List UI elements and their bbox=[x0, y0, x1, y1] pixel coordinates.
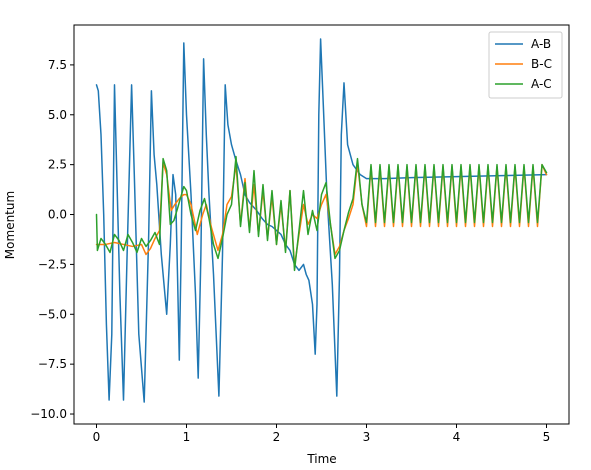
x-tick-label: 4 bbox=[453, 430, 461, 444]
x-tick-label: 3 bbox=[363, 430, 371, 444]
legend-label-b-c: B-C bbox=[531, 57, 552, 71]
x-axis-label: Time bbox=[306, 452, 336, 466]
y-tick-label: 0.0 bbox=[48, 208, 67, 222]
legend-label-a-c: A-C bbox=[531, 77, 552, 91]
x-tick-label: 2 bbox=[273, 430, 281, 444]
x-tick-label: 0 bbox=[93, 430, 101, 444]
x-axis-ticks: 0 1 2 3 4 5 bbox=[93, 424, 551, 444]
y-tick-label: −2.5 bbox=[38, 257, 67, 271]
legend-box bbox=[488, 31, 563, 99]
legend-label-a-b: A-B bbox=[531, 37, 551, 51]
legend: A-B B-C A-C bbox=[488, 31, 563, 99]
series-line-a-c bbox=[95, 155, 548, 272]
y-axis-ticks: −10.0 −7.5 −5.0 −2.5 0.0 2.5 5.0 7.5 bbox=[30, 58, 74, 421]
y-tick-label: −10.0 bbox=[30, 407, 67, 421]
y-tick-label: 2.5 bbox=[48, 158, 67, 172]
series-line-a-b bbox=[95, 38, 548, 403]
y-tick-label: −7.5 bbox=[38, 357, 67, 371]
plot-frame bbox=[73, 24, 570, 425]
y-tick-label: 5.0 bbox=[48, 108, 67, 122]
y-tick-label: 7.5 bbox=[48, 58, 67, 72]
x-tick-label: 1 bbox=[183, 430, 191, 444]
y-axis-label: Momentum bbox=[3, 191, 17, 259]
x-tick-label: 5 bbox=[543, 430, 551, 444]
y-tick-label: −5.0 bbox=[38, 307, 67, 321]
plot-lines bbox=[95, 38, 548, 403]
